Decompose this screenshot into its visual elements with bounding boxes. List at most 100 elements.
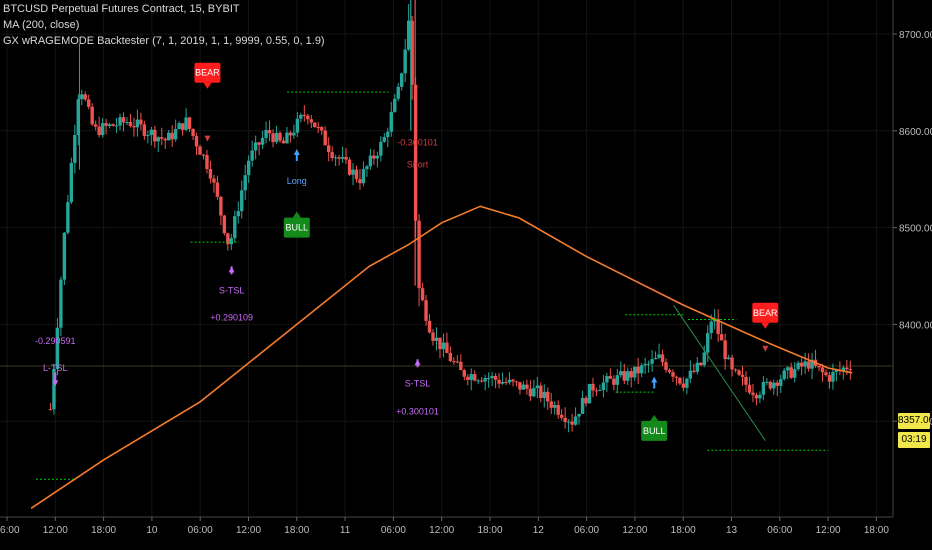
countdown-tag: 03:19: [898, 432, 930, 448]
candle-body: [306, 115, 310, 120]
candle-body: [177, 123, 181, 130]
candle-body: [83, 94, 87, 100]
candle-body: [532, 388, 536, 397]
x-tick-label: 12:00: [816, 525, 841, 536]
candle-body: [692, 370, 696, 372]
candle-body: [80, 94, 84, 100]
candle-body: [302, 114, 307, 116]
candle-body: [511, 379, 515, 382]
candle-body: [434, 337, 439, 341]
candle-body: [834, 370, 839, 372]
long-arrow-stem: [295, 155, 298, 161]
candle-body: [160, 137, 164, 139]
candle-body: [257, 142, 261, 145]
candle-body: [601, 382, 606, 391]
candle-body: [810, 359, 814, 369]
candle-body: [747, 384, 752, 393]
candle-body: [274, 132, 279, 143]
candle-body: [712, 318, 717, 322]
candle-body: [796, 362, 800, 370]
candle-body: [820, 367, 825, 373]
candle-body: [73, 134, 77, 163]
candle-body: [97, 126, 101, 136]
ma-200-line: [30, 205, 853, 509]
candle-body: [831, 371, 835, 382]
candle-body: [466, 376, 470, 380]
strategy-legend[interactable]: GX wRAGEMODE Backtester (7, 1, 2019, 1, …: [3, 35, 325, 47]
long-arrow: [293, 149, 300, 155]
y-tick-label: 8700.00: [899, 30, 932, 41]
candle-body: [299, 114, 303, 119]
candle-body: [271, 133, 275, 143]
candle-body: [504, 381, 508, 383]
candle-body: [716, 318, 720, 335]
x-tick-label: 18:00: [864, 525, 889, 536]
candle-body: [806, 361, 811, 369]
candle-body: [358, 179, 362, 184]
candle-body: [292, 132, 296, 136]
bear-signal-label: BEAR: [753, 308, 778, 318]
candle-body: [320, 127, 324, 131]
candle-body: [598, 390, 602, 392]
candle-body: [403, 49, 407, 74]
trade-annotation: -0.300101: [397, 137, 438, 147]
candle-body: [493, 375, 498, 380]
candle-body: [253, 142, 258, 151]
candle-body: [431, 332, 435, 341]
tsl-arrow-stem: [54, 372, 57, 381]
candle-body: [368, 155, 373, 167]
ma-legend[interactable]: MA (200, close): [3, 19, 80, 31]
signal-pointer: [761, 322, 770, 329]
candle-body: [104, 123, 108, 126]
candle-body: [448, 353, 453, 362]
candle-body: [490, 375, 494, 378]
candle-body: [643, 363, 647, 366]
trade-annotation: L-TSL: [43, 363, 68, 373]
x-tick-label: 06:00: [574, 525, 599, 536]
candle-body: [226, 233, 230, 245]
trend-line: [673, 304, 766, 441]
candle-body: [87, 99, 91, 107]
candle-body: [629, 371, 633, 378]
bull-signal-label: BULL: [643, 426, 666, 436]
candle-body: [817, 365, 821, 368]
candle-body: [799, 362, 804, 367]
candle-body: [243, 175, 247, 191]
candle-body: [556, 405, 560, 415]
candle-body: [246, 160, 251, 176]
candle-body: [52, 369, 56, 410]
candle-body: [361, 169, 366, 184]
candle-body: [740, 374, 745, 377]
candle-body: [163, 138, 167, 141]
x-tick-label: 12: [533, 525, 545, 536]
candle-body: [382, 137, 387, 142]
signal-pointer: [292, 211, 301, 218]
candle-body: [535, 385, 540, 389]
candle-body: [420, 288, 425, 301]
candle-body: [326, 145, 331, 153]
candle-body: [525, 384, 529, 389]
candle-body: [563, 417, 567, 422]
candle-body: [114, 125, 119, 127]
x-tick-label: 10: [146, 525, 158, 536]
candle-body: [462, 370, 467, 377]
symbol-legend[interactable]: BTCUSD Perpetual Futures Contract, 15, B…: [3, 3, 240, 15]
candle-body: [702, 352, 706, 366]
candle-body: [591, 383, 595, 391]
candle-body: [681, 383, 686, 388]
candle-body: [553, 405, 557, 408]
candle-body: [100, 123, 105, 136]
candle-body: [153, 129, 157, 142]
candle-body: [479, 380, 484, 382]
candle-body: [841, 367, 846, 371]
candle-body: [848, 369, 853, 371]
trade-annotation: S-TSL: [219, 285, 245, 295]
candle-body: [608, 376, 613, 379]
candle-body: [605, 376, 609, 383]
candle-body: [215, 182, 220, 197]
candle-body: [313, 122, 317, 128]
bull-signal-label: BULL: [286, 223, 309, 233]
candle-body: [205, 155, 209, 170]
candle-body: [772, 382, 776, 389]
